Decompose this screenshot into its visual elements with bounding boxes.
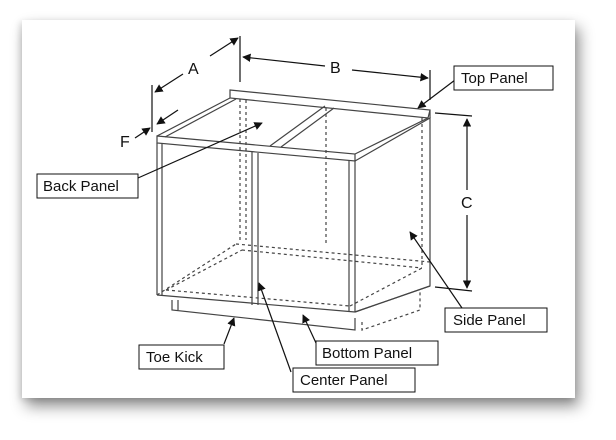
label-center-panel: Center Panel <box>292 367 416 393</box>
label-side-panel: Side Panel <box>444 307 548 333</box>
dimension-b-label: B <box>330 60 341 77</box>
dimension-c-label: C <box>461 195 473 212</box>
top-panel-text: Top Panel <box>461 70 528 87</box>
toe-kick-text: Toe Kick <box>146 349 203 366</box>
center-panel-text: Center Panel <box>300 372 388 389</box>
label-back-panel: Back Panel <box>36 173 139 199</box>
dimension-a-label: A <box>188 61 199 78</box>
dimension-f-label: F <box>120 134 130 151</box>
bottom-panel-text: Bottom Panel <box>322 345 412 362</box>
label-bottom-panel: Bottom Panel <box>315 340 439 366</box>
label-top-panel: Top Panel <box>453 65 554 91</box>
side-panel-text: Side Panel <box>453 312 526 329</box>
label-toe-kick: Toe Kick <box>138 344 225 370</box>
dimension-lines <box>134 36 473 292</box>
leader-lines <box>137 79 463 373</box>
cabinet-frame <box>156 89 431 331</box>
back-panel-text: Back Panel <box>43 178 119 195</box>
